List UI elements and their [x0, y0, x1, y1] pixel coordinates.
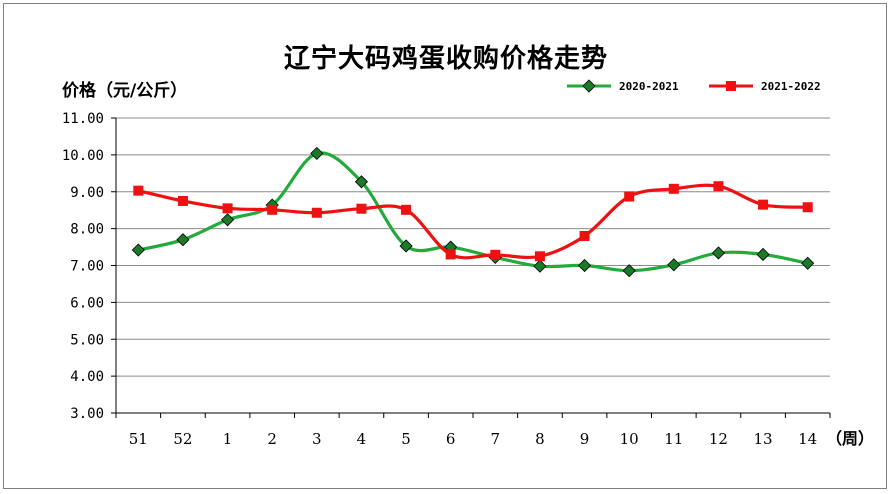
data-point-diamond: [220, 213, 235, 227]
data-point-diamond: [310, 146, 324, 160]
data-point-square: [490, 249, 501, 260]
data-point-square: [311, 207, 322, 218]
y-tick-label: 10.00: [62, 148, 104, 164]
legend-item-series-1: 2020-2021: [565, 78, 679, 94]
data-point-diamond: [577, 258, 592, 273]
legend-marker-square: [709, 81, 753, 91]
data-point-diamond: [622, 264, 636, 278]
y-tick-label: 7.00: [70, 259, 104, 275]
data-point-square: [401, 204, 412, 215]
chart-title: 辽宁大码鸡蛋收购价格走势: [283, 44, 608, 74]
x-tick-label: 3: [312, 430, 322, 448]
data-point-diamond: [667, 258, 681, 272]
x-tick-label: 14: [798, 430, 817, 448]
data-point-diamond: [131, 243, 145, 257]
data-point-diamond: [399, 239, 413, 253]
y-tick-label: 3.00: [70, 406, 104, 422]
legend-label-series-1: 2020-2021: [619, 79, 679, 93]
x-tick-label: 10: [620, 430, 639, 448]
data-point-square: [222, 203, 233, 214]
legend-label-series-2: 2021-2022: [761, 79, 821, 93]
y-axis-label: 价格（元/公斤）: [62, 81, 188, 101]
series-line-1: [137, 151, 808, 273]
x-tick-label: 1: [223, 430, 233, 448]
data-point-square: [356, 203, 367, 214]
data-point-square: [534, 251, 545, 262]
x-tick-label: 6: [446, 430, 456, 448]
data-point-square: [624, 191, 635, 202]
data-point-square: [713, 181, 724, 192]
data-point-square: [133, 185, 144, 196]
data-point-diamond: [756, 247, 770, 262]
legend-item-series-2: 2021-2022: [707, 78, 821, 94]
data-point-square: [668, 183, 679, 194]
data-point-diamond: [176, 233, 190, 247]
series-line-2: [137, 183, 808, 260]
x-tick-label: 8: [535, 430, 545, 448]
y-tick-label: 6.00: [70, 295, 104, 311]
y-tick-label: 11.00: [62, 111, 104, 127]
data-point-diamond: [801, 256, 815, 270]
data-point-diamond: [711, 246, 726, 260]
x-tick-label: 4: [357, 430, 367, 448]
data-point-square: [802, 202, 813, 213]
legend-marker-diamond: [567, 79, 611, 93]
x-tick-label: 9: [580, 430, 590, 448]
y-tick-label: 4.00: [70, 369, 104, 385]
x-tick-label: 11: [664, 430, 683, 448]
data-point-diamond: [533, 259, 547, 273]
x-tick-label: 52: [173, 430, 192, 448]
x-axis-label: （周）: [826, 429, 875, 448]
y-tick-label: 5.00: [70, 332, 104, 348]
data-point-square: [579, 231, 590, 241]
y-tick-label: 9.00: [70, 185, 104, 201]
data-point-diamond: [354, 175, 369, 189]
data-point-square: [758, 199, 769, 210]
x-tick-label: 12: [709, 430, 728, 448]
data-point-square: [445, 249, 456, 260]
x-tick-label: 5: [401, 430, 411, 448]
data-point-square: [177, 195, 188, 206]
x-tick-label: 7: [491, 430, 501, 448]
x-tick-label: 13: [754, 430, 773, 448]
data-point-square: [267, 204, 278, 215]
x-tick-label: 2: [267, 430, 277, 448]
x-tick-label: 51: [129, 430, 148, 448]
y-tick-label: 8.00: [70, 222, 104, 238]
